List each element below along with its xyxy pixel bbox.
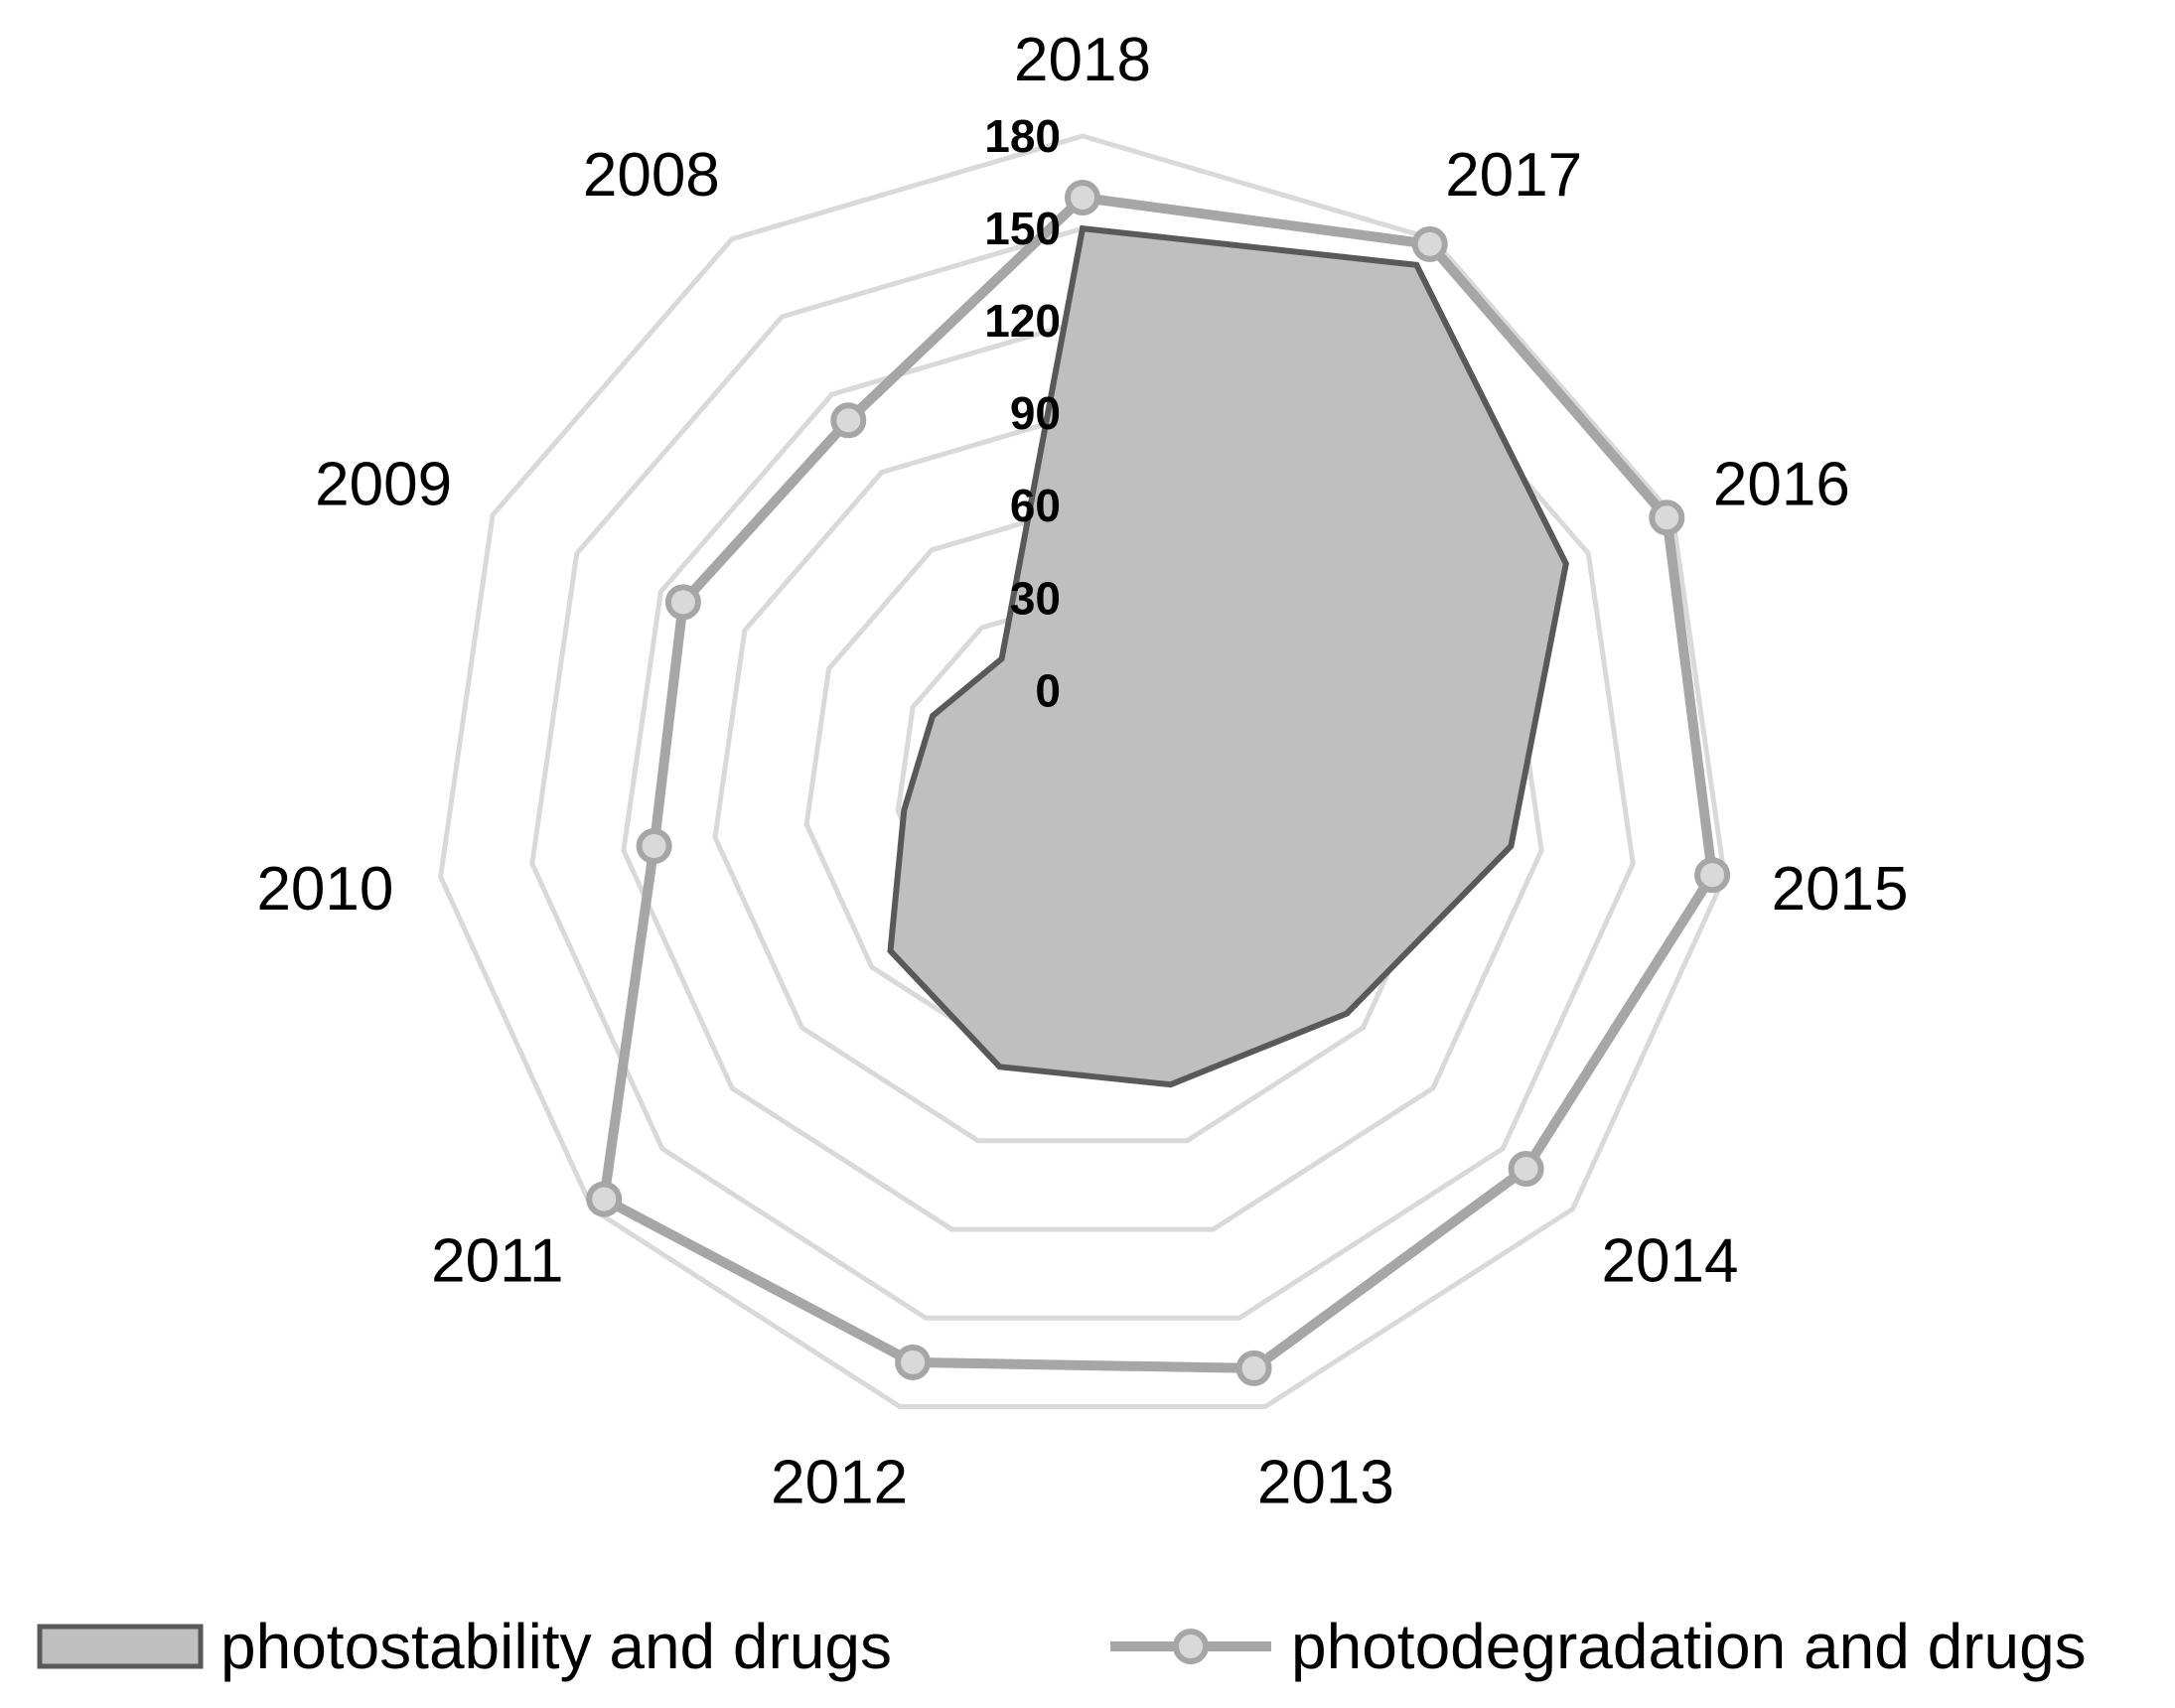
data-point-2015 bbox=[1694, 857, 1731, 894]
legend-label-photodegradation: photodegradation and drugs bbox=[1291, 1611, 2087, 1682]
data-point-2008 bbox=[830, 402, 867, 439]
series-area-photostability bbox=[887, 224, 1569, 1088]
legend-item-photodegradation: photodegradation and drugs bbox=[1110, 1611, 2087, 1682]
category-label-2016: 2016 bbox=[1713, 450, 1850, 518]
tick-label-0: 0 bbox=[1035, 664, 1061, 716]
category-label-2014: 2014 bbox=[1602, 1227, 1739, 1296]
category-label-2015: 2015 bbox=[1772, 855, 1909, 924]
category-label-2009: 2009 bbox=[315, 450, 452, 518]
category-label-2017: 2017 bbox=[1445, 141, 1582, 210]
tick-label-90: 90 bbox=[1010, 387, 1061, 439]
legend: photostability and drugs photodegradatio… bbox=[37, 1611, 2087, 1682]
tick-label-30: 30 bbox=[1010, 572, 1061, 624]
data-point-2018 bbox=[1065, 180, 1100, 215]
data-point-2011 bbox=[586, 1181, 623, 1217]
series-line-photodegradation bbox=[599, 193, 1718, 1373]
legend-label-photostability: photostability and drugs bbox=[220, 1611, 892, 1682]
tick-label-60: 60 bbox=[1010, 480, 1061, 531]
tick-labels: 0 30 60 90 120 150 180 bbox=[984, 110, 1061, 716]
tick-label-150: 150 bbox=[984, 203, 1061, 254]
category-label-2008: 2008 bbox=[583, 141, 720, 210]
legend-item-photostability: photostability and drugs bbox=[37, 1611, 892, 1682]
tick-label-180: 180 bbox=[984, 110, 1061, 162]
category-label-2018: 2018 bbox=[1014, 26, 1151, 94]
data-point-2017 bbox=[1411, 225, 1448, 262]
data-point-2010 bbox=[636, 828, 672, 864]
data-point-2009 bbox=[664, 584, 701, 621]
data-point-2014 bbox=[1508, 1151, 1544, 1187]
legend-marker-photodegradation bbox=[1173, 1629, 1209, 1664]
data-point-2016 bbox=[1649, 499, 1685, 536]
category-label-2012: 2012 bbox=[771, 1448, 908, 1516]
category-labels: 2018 2017 2016 2015 2014 2013 2012 2011 2010 2009… bbox=[256, 26, 1908, 1516]
data-point-2012 bbox=[895, 1344, 932, 1380]
category-label-2013: 2013 bbox=[1257, 1448, 1394, 1516]
data-point-2013 bbox=[1235, 1350, 1272, 1386]
category-label-2010: 2010 bbox=[256, 855, 393, 924]
legend-swatch-photostability bbox=[37, 1624, 204, 1669]
tick-label-120: 120 bbox=[984, 295, 1061, 347]
category-label-2011: 2011 bbox=[431, 1227, 563, 1296]
grid-ring-5 bbox=[529, 225, 1636, 1321]
grid-ring-6 bbox=[438, 133, 1727, 1409]
series-layer bbox=[586, 180, 1731, 1386]
